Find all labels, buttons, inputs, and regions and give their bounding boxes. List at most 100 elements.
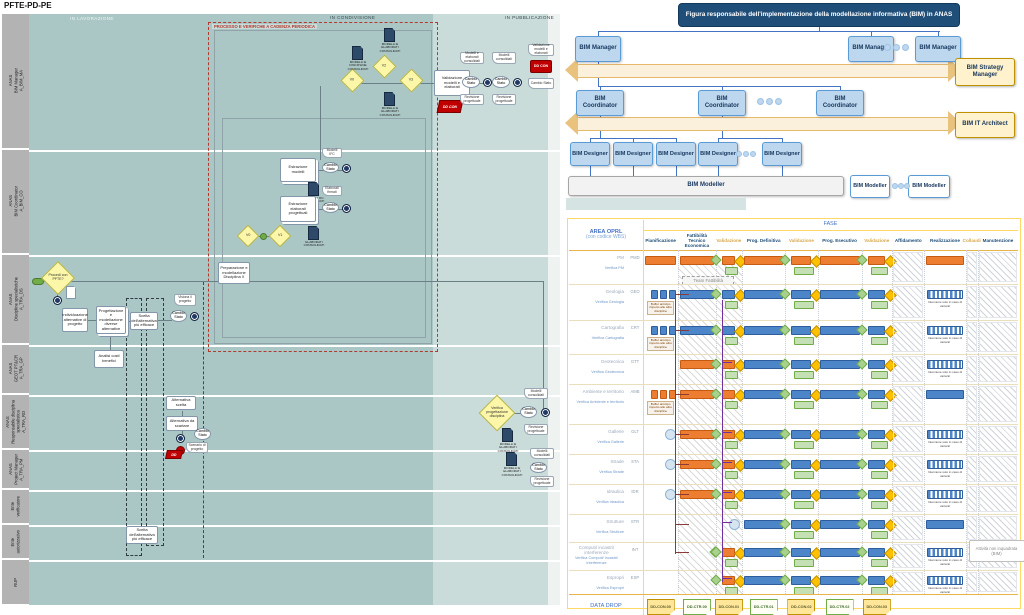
hatched-cell bbox=[893, 286, 924, 318]
row-name: Geotecnica bbox=[600, 359, 624, 365]
data-drop-note: DD-CTR.01 bbox=[749, 599, 778, 615]
phase-bar bbox=[791, 360, 811, 369]
periodic-review-group-label: PROCESSO E VERIFICHE A CADENZA PERIODICA bbox=[212, 24, 317, 29]
phase-header: Pianificazione bbox=[645, 237, 676, 243]
dependency-stub bbox=[675, 464, 689, 465]
striped-bar bbox=[927, 430, 963, 439]
data-drop-badge: DD CON bbox=[530, 60, 552, 73]
dependency-stub bbox=[675, 330, 689, 331]
periodic-review-group: PROCESSO E VERIFICHE A CADENZA PERIODICA bbox=[208, 22, 438, 352]
hatched-cell bbox=[978, 356, 1017, 382]
phase-header: Validazione bbox=[788, 237, 814, 243]
dashed-flow-line bbox=[203, 282, 204, 558]
bim-designer-box: BIM Designer bbox=[762, 142, 802, 166]
phase-bar bbox=[744, 576, 784, 585]
it-architect-arrow-band bbox=[565, 111, 961, 135]
dependency-stub bbox=[675, 524, 689, 525]
swimlane-separator bbox=[29, 525, 560, 527]
phase-bar bbox=[744, 390, 784, 399]
annotation-note: Modelli IFC bbox=[322, 148, 342, 158]
zone-label: IN CONDIVISIONE bbox=[330, 15, 376, 20]
striped-bar bbox=[927, 290, 963, 299]
row-line bbox=[569, 424, 1018, 425]
annotation-note: Revisione progettuale bbox=[524, 424, 548, 435]
hatched-cell bbox=[978, 252, 1017, 282]
row-name: PM bbox=[617, 255, 624, 261]
document-icon: ELABORATI CONSOLIDATI bbox=[304, 226, 324, 258]
document-icon: MODELLI E ELABORATI CONSOLIDATI bbox=[502, 452, 522, 484]
ellipsis-dot bbox=[904, 183, 910, 189]
swimlane-label: ANAS BIM Manager A_BIM_MA bbox=[2, 14, 29, 150]
verify-bar bbox=[794, 559, 814, 567]
dependency-stub bbox=[675, 434, 689, 435]
org-connector bbox=[590, 138, 591, 142]
dependency-stub bbox=[675, 394, 689, 395]
phase-bar bbox=[819, 520, 860, 529]
row-line bbox=[569, 542, 1018, 543]
verify-bar bbox=[794, 501, 814, 509]
realization-note: Interviene solo in caso di varianti bbox=[927, 500, 963, 508]
org-connector bbox=[590, 166, 591, 176]
row-line bbox=[569, 284, 1018, 285]
hatched-cell bbox=[978, 516, 1017, 540]
hatched-cell bbox=[966, 456, 977, 482]
col-line bbox=[924, 250, 926, 594]
data-drop-flag: DD bbox=[165, 450, 183, 459]
ellipsis-dot bbox=[898, 183, 904, 189]
realization-note: Interviene solo in caso di varianti bbox=[927, 440, 963, 448]
annotation-note: Revisione progettuale bbox=[530, 476, 554, 487]
row-name: Cartografia bbox=[601, 325, 624, 331]
ellipsis-dot bbox=[893, 44, 900, 51]
org-connector bbox=[840, 86, 841, 90]
phase-header: Collaudi bbox=[962, 237, 981, 243]
row-sub: Verifica Strutture bbox=[595, 530, 624, 535]
phase-header: Prog. Esecutivo bbox=[822, 237, 857, 243]
row-sub: Verifica Computi/ Incastri/ Interferenze bbox=[574, 556, 619, 565]
dependency-stub-2 bbox=[721, 578, 732, 579]
org-connector bbox=[676, 166, 677, 176]
flow-line bbox=[158, 320, 172, 321]
bim-coordinator-box: BIM Coordinator bbox=[576, 90, 624, 116]
phase-bar bbox=[867, 326, 886, 335]
org-connector bbox=[676, 138, 677, 142]
bim-modeller-bar: BIM Modeller bbox=[568, 176, 844, 196]
verify-bar bbox=[870, 401, 889, 409]
data-drop-note: DD-CON.02 bbox=[787, 599, 816, 615]
verify-bar bbox=[870, 301, 889, 309]
phase-bar bbox=[791, 576, 811, 585]
phase-header: Realizzazione bbox=[930, 237, 960, 243]
fase-header: FASE bbox=[823, 221, 838, 228]
annotation-note: Validazione modelli e elaborati bbox=[528, 44, 554, 56]
realization-note: Interviene solo in caso di varianti bbox=[927, 370, 963, 378]
phase-bar bbox=[867, 256, 886, 265]
bpmn-task: Estrazione modelli bbox=[280, 158, 316, 182]
org-connector bbox=[598, 31, 599, 36]
bpmn-task: Alternativa scelta bbox=[166, 396, 196, 410]
org-connector bbox=[782, 138, 783, 142]
org-connector bbox=[718, 138, 782, 139]
start-circle bbox=[729, 519, 741, 530]
col-line bbox=[817, 250, 819, 594]
phase-bar bbox=[791, 290, 811, 299]
dependency-stub bbox=[675, 494, 689, 495]
row-sub: Verifica Gallerie bbox=[597, 440, 624, 445]
org-connector bbox=[722, 86, 723, 90]
org-chart-panel: Figura responsabile dell'implementazione… bbox=[562, 0, 1024, 212]
verify-bar bbox=[794, 441, 814, 449]
ellipsis-dot bbox=[736, 151, 742, 157]
row-code: AMB bbox=[630, 388, 640, 394]
swimlane-separator bbox=[29, 150, 560, 152]
flow-line bbox=[320, 86, 321, 160]
header-bottom bbox=[569, 250, 1018, 251]
data-drop-note: DD-CTR.00 bbox=[682, 599, 711, 615]
hatched-cell bbox=[966, 322, 977, 352]
buffer-dash bbox=[660, 326, 667, 335]
verify-bar bbox=[724, 301, 739, 309]
verify-bar bbox=[794, 337, 814, 345]
buffer-dash bbox=[651, 326, 658, 335]
phase-bar bbox=[819, 548, 860, 557]
dependency-line-2 bbox=[721, 300, 723, 582]
bim-designer-box: BIM Designer bbox=[570, 142, 610, 166]
bpmn-task: Alternativa da scartare bbox=[166, 416, 198, 431]
striped-bar bbox=[927, 548, 963, 557]
